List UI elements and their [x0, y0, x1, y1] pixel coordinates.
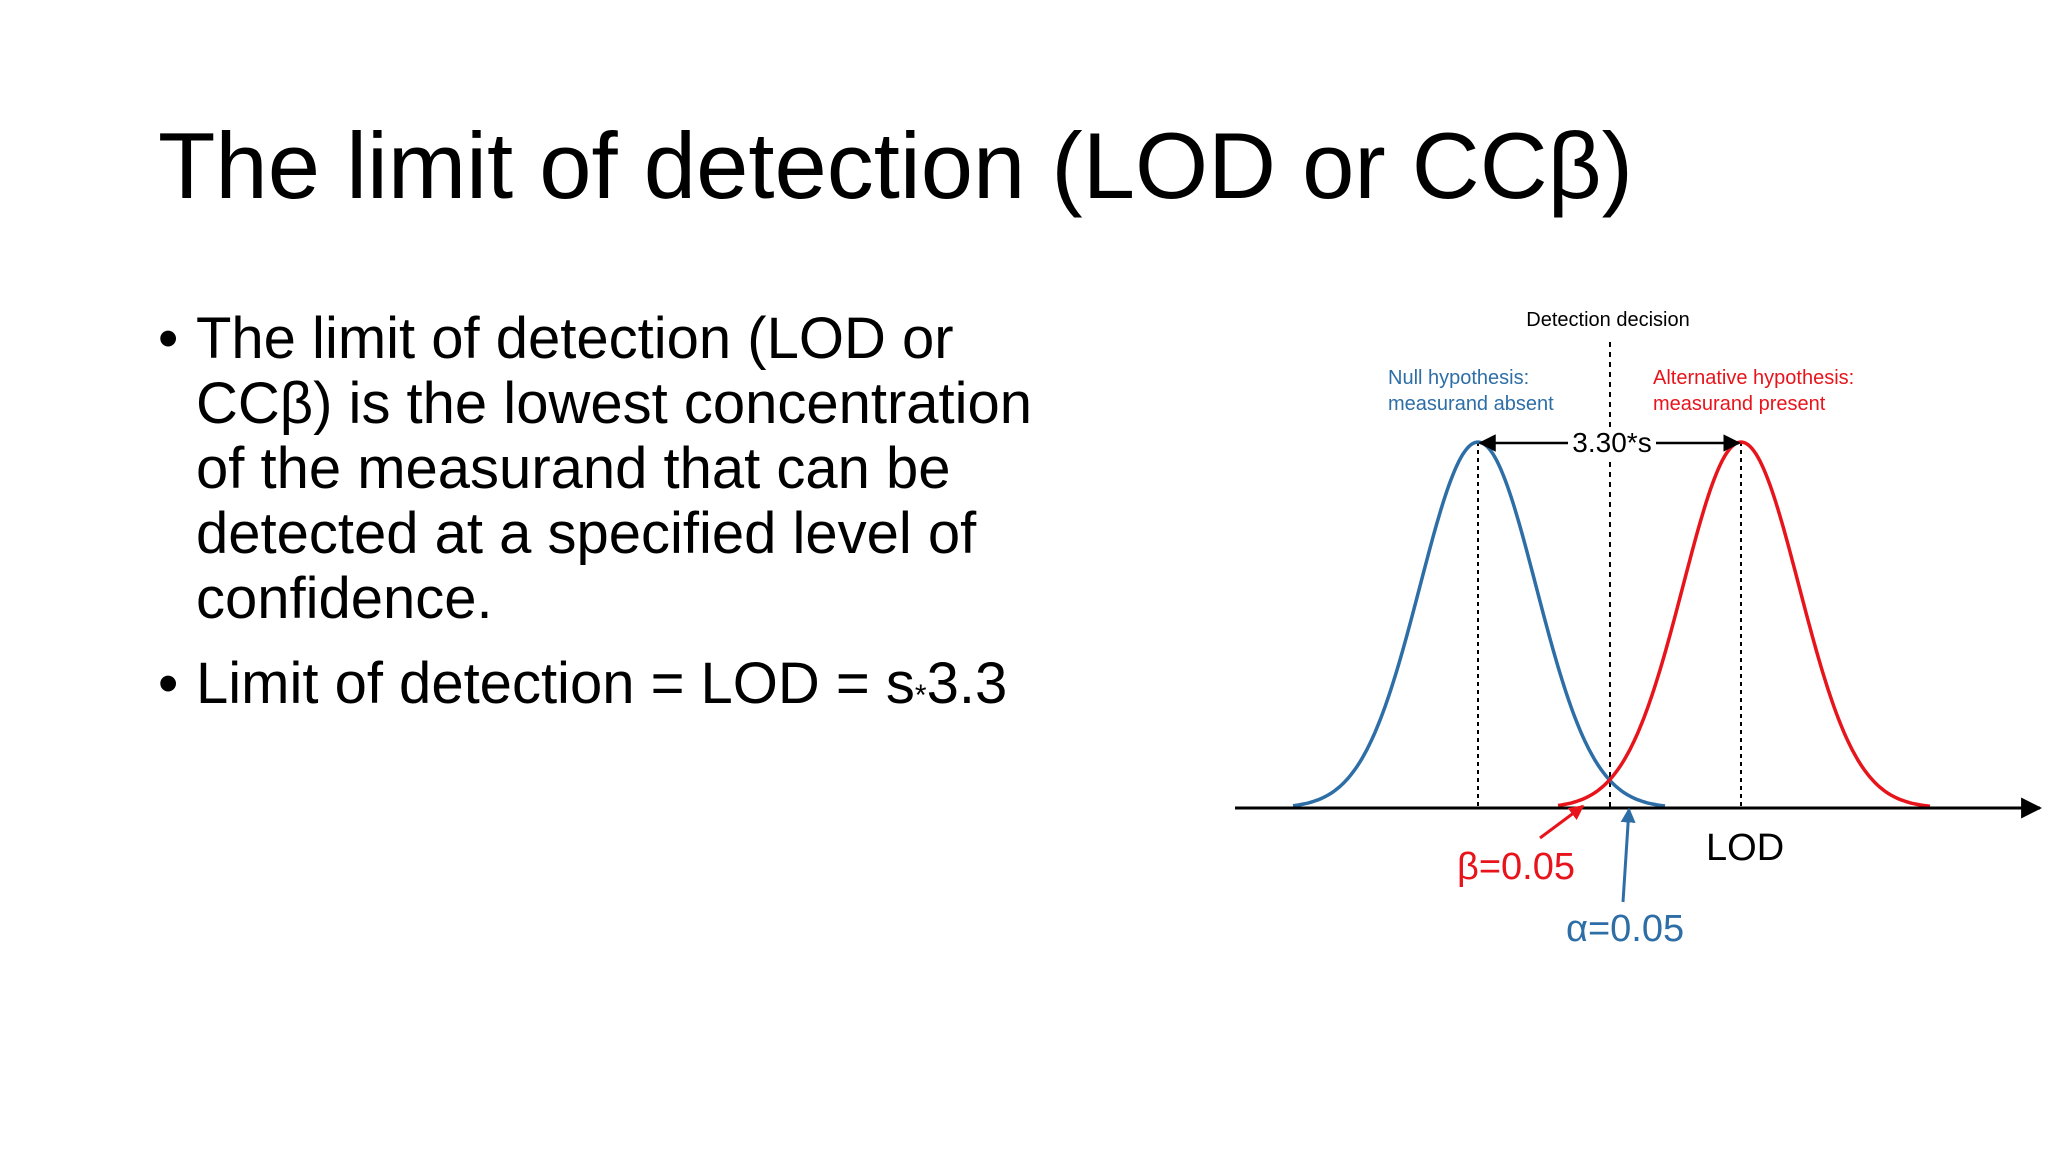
bullet-list: • The limit of detection (LOD or CCβ) is… — [158, 306, 1078, 748]
alpha-arrow — [1620, 807, 1636, 903]
distance-label-bg — [1568, 427, 1656, 457]
bullet-dot-icon: • — [158, 306, 179, 371]
bullet-item: • The limit of detection (LOD or CCβ) is… — [158, 306, 1078, 631]
alt-hypothesis-line1: Alternative hypothesis: — [1653, 367, 1854, 389]
alternative-hypothesis-curve — [1557, 440, 1931, 808]
bullet-text-definition: The limit of detection (LOD or CCβ) is t… — [196, 306, 1033, 631]
beta-arrow — [1539, 804, 1585, 840]
alt-hypothesis-line2: measurand present — [1653, 393, 1826, 415]
beta-label: β=0.05 — [1457, 846, 1575, 888]
formula-star: * — [914, 679, 927, 712]
bullet-dot-icon: • — [158, 651, 179, 716]
decision-label: Detection decision — [1526, 309, 1689, 331]
distance-label: 3.30*s — [1572, 427, 1651, 458]
null-hypothesis-line2: measurand absent — [1388, 393, 1554, 415]
slide-title: The limit of detection (LOD or CCβ) — [158, 113, 1633, 218]
lod-diagram-svg: 3.30*s Detection decision Null hypothesi… — [1235, 309, 2043, 950]
alpha-label: α=0.05 — [1566, 908, 1684, 950]
null-hypothesis-line1: Null hypothesis: — [1388, 367, 1529, 389]
lod-label: LOD — [1706, 827, 1784, 869]
bullet-item: • Limit of detection = LOD = s*3.3 — [158, 651, 1078, 728]
formula-suffix: 3.3 — [926, 651, 1008, 716]
bullet-text-formula: Limit of detection = LOD = s*3.3 — [196, 651, 1007, 716]
lod-diagram: 3.30*s Detection decision Null hypothesi… — [1220, 300, 2048, 980]
formula-prefix: Limit of detection = LOD = s — [196, 651, 915, 716]
